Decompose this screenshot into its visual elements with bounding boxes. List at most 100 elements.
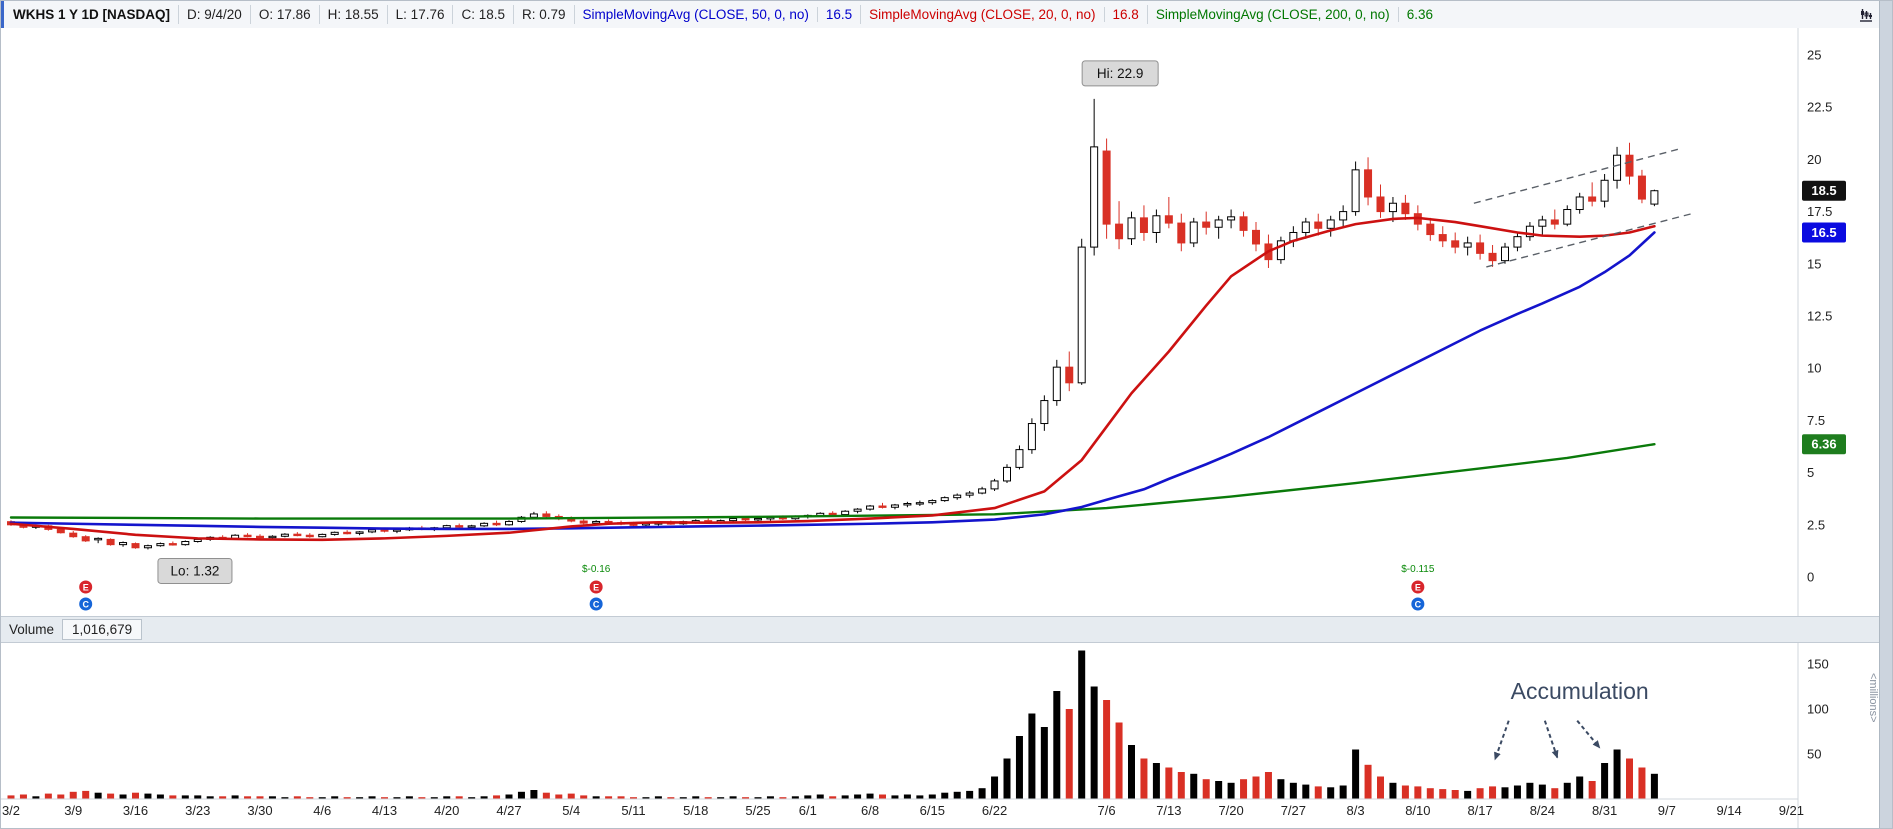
svg-text:6.36: 6.36 — [1811, 437, 1836, 452]
volume-unit-label: <millions> — [1867, 673, 1879, 723]
price-tick: 10 — [1807, 361, 1821, 376]
study-label: SimpleMovingAvg (CLOSE, 20, 0, no) — [869, 7, 1096, 22]
date-tick: 3/30 — [247, 803, 272, 818]
price-badge: 6.36 — [1802, 434, 1846, 455]
price-tick: 2.5 — [1807, 517, 1825, 532]
conference-call-icon[interactable] — [1410, 596, 1426, 612]
svg-text:C: C — [1415, 600, 1422, 610]
low-label: Lo: 1.32 — [157, 557, 233, 584]
candles-layer — [7, 98, 1659, 550]
event-marker[interactable]: $-0.16 EC — [582, 564, 611, 612]
date-tick: 9/14 — [1716, 803, 1741, 818]
svg-text:E: E — [83, 583, 89, 593]
date-tick: 3/23 — [185, 803, 210, 818]
study-label: SimpleMovingAvg (CLOSE, 50, 0, no) — [582, 7, 809, 22]
svg-text:E: E — [1415, 583, 1421, 593]
date-tick: 9/21 — [1779, 803, 1804, 818]
study-sma20[interactable]: SimpleMovingAvg (CLOSE, 20, 0, no) 16.8 — [860, 5, 1147, 24]
svg-text:Hi: 22.9: Hi: 22.9 — [1097, 66, 1144, 81]
study-value: 6.36 — [1397, 7, 1433, 22]
volume-chart[interactable]: 150 100 50 <millions> Accumulation 3/2 3/9 3/16… — [1, 643, 1882, 829]
sma200-line — [9, 443, 1656, 520]
date-tick: 7/13 — [1156, 803, 1181, 818]
date-tick: 8/10 — [1405, 803, 1430, 818]
date-tick: 4/27 — [496, 803, 521, 818]
svg-text:C: C — [593, 600, 600, 610]
field-low: L: 17.76 — [386, 5, 453, 24]
eps-estimate: $-0.115 — [1401, 564, 1435, 575]
svg-text:E: E — [593, 583, 599, 593]
accumulation-arrow[interactable] — [1576, 720, 1601, 749]
date-tick: 4/6 — [313, 803, 331, 818]
date-tick: 7/20 — [1218, 803, 1243, 818]
price-badge: 16.5 — [1802, 222, 1846, 243]
high-label: Hi: 22.9 — [1081, 60, 1159, 87]
study-value: 16.8 — [1103, 7, 1139, 22]
date-tick: 5/4 — [562, 803, 580, 818]
field-high: H: 18.55 — [318, 5, 387, 24]
volume-pane-label: Volume — [9, 622, 55, 637]
field-range: R: 0.79 — [513, 5, 574, 24]
price-tick: 7.5 — [1807, 413, 1825, 428]
price-tick: 12.5 — [1807, 309, 1832, 324]
accumulation-arrow[interactable] — [1494, 720, 1510, 761]
price-chart[interactable]: 25 22.5 20 17.5 15 12.5 10 7.5 5 2.5 0 18.5 16.5 6.36… — [1, 28, 1882, 616]
price-tick: 0 — [1807, 570, 1814, 585]
price-tick: 17.5 — [1807, 204, 1832, 219]
volume-tick: 150 — [1807, 657, 1829, 672]
field-open: O: 17.86 — [249, 5, 319, 24]
field-close: C: 18.5 — [452, 5, 513, 24]
date-tick: 8/17 — [1467, 803, 1492, 818]
date-tick: 8/3 — [1347, 803, 1365, 818]
date-tick: 5/18 — [683, 803, 708, 818]
sma50-line — [9, 231, 1656, 531]
conference-call-icon[interactable] — [78, 596, 94, 612]
event-marker[interactable]: EC — [78, 579, 94, 612]
symbol-title[interactable]: WKHS 1 Y 1D [NASDAQ] — [13, 7, 171, 22]
date-tick: 7/6 — [1098, 803, 1116, 818]
chart-style-icon[interactable] — [1852, 7, 1880, 23]
accumulation-annotation[interactable]: Accumulation — [1511, 678, 1649, 704]
date-tick: 8/24 — [1530, 803, 1555, 818]
svg-text:Lo: 1.32: Lo: 1.32 — [171, 563, 220, 578]
volume-pane-header: Volume 1,016,679 — [1, 616, 1880, 643]
svg-text:16.5: 16.5 — [1811, 225, 1836, 240]
date-tick: 8/31 — [1592, 803, 1617, 818]
earnings-icon[interactable] — [78, 579, 94, 595]
accumulation-arrow[interactable] — [1543, 720, 1559, 759]
date-tick: 3/9 — [64, 803, 82, 818]
earnings-icon[interactable] — [588, 579, 604, 595]
trendline-upper[interactable] — [1473, 148, 1680, 204]
earnings-icon[interactable] — [1410, 579, 1426, 595]
candlestick-glyph — [1860, 8, 1872, 22]
price-tick: 22.5 — [1807, 100, 1832, 115]
date-tick: 4/13 — [372, 803, 397, 818]
price-tick: 15 — [1807, 256, 1821, 271]
volume-readout: 1,016,679 — [62, 619, 143, 640]
study-sma50[interactable]: SimpleMovingAvg (CLOSE, 50, 0, no) 16.5 — [573, 5, 861, 24]
field-date: D: 9/4/20 — [178, 5, 250, 24]
conference-call-icon[interactable] — [588, 596, 604, 612]
study-value: 16.5 — [816, 7, 853, 22]
date-tick: 6/15 — [920, 803, 945, 818]
volume-bars — [7, 650, 1658, 799]
volume-tick: 50 — [1807, 747, 1821, 762]
chart-header: WKHS 1 Y 1D [NASDAQ] D: 9/4/20 O: 17.86 … — [1, 1, 1880, 29]
volume-tick: 100 — [1807, 702, 1829, 717]
study-sma200[interactable]: SimpleMovingAvg (CLOSE, 200, 0, no) 6.36 — [1146, 5, 1441, 24]
study-label: SimpleMovingAvg (CLOSE, 200, 0, no) — [1155, 7, 1390, 22]
date-tick: 4/20 — [434, 803, 459, 818]
sma20-line — [9, 216, 1656, 542]
eps-estimate: $-0.16 — [582, 564, 611, 575]
date-tick: 6/1 — [799, 803, 817, 818]
date-tick: 9/7 — [1658, 803, 1676, 818]
svg-text:C: C — [82, 600, 89, 610]
window-accent — [1, 1, 4, 28]
event-marker[interactable]: $-0.115 EC — [1401, 564, 1435, 612]
date-tick: 7/27 — [1281, 803, 1306, 818]
date-tick: 6/8 — [861, 803, 879, 818]
date-tick: 3/2 — [2, 803, 20, 818]
date-tick: 5/11 — [621, 803, 645, 818]
right-panel-divider[interactable] — [1879, 1, 1892, 828]
